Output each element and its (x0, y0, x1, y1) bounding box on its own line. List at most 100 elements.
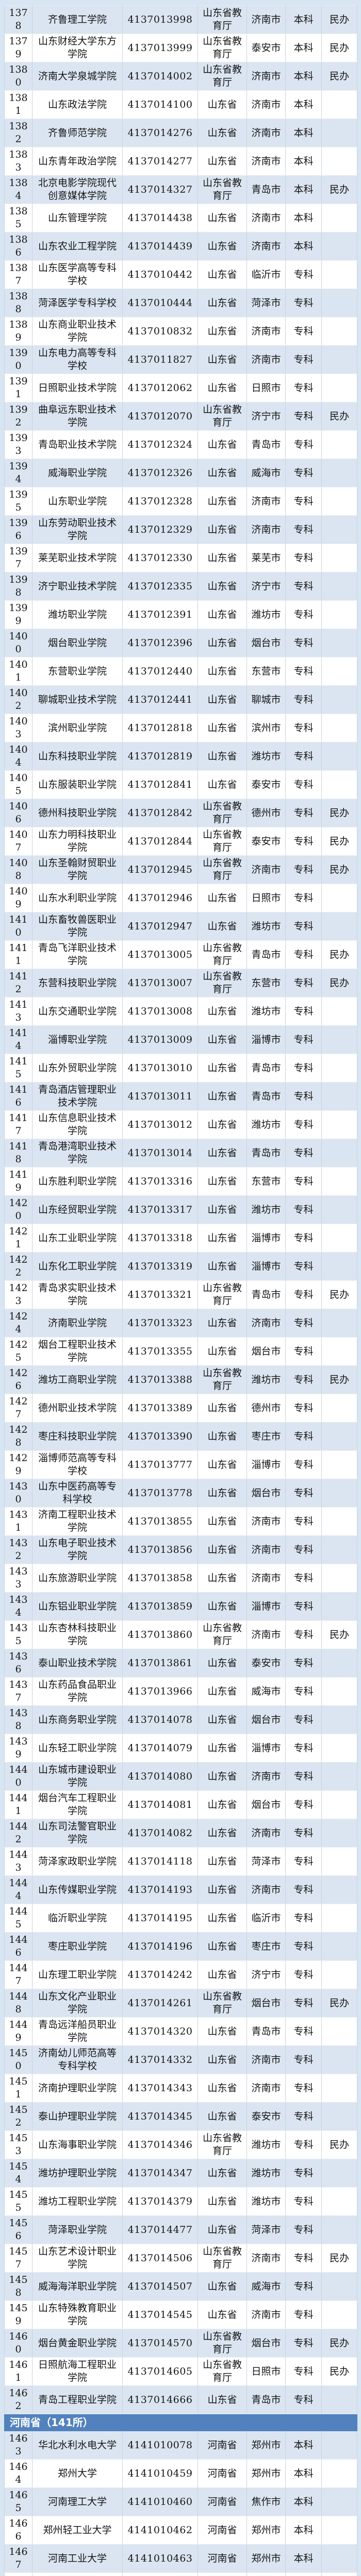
level: 专科 (285, 2130, 322, 2159)
authority: 山东省 (198, 1025, 247, 1054)
school-code: 4137013010 (122, 1054, 198, 1082)
school-code: 4137012062 (122, 374, 198, 402)
authority: 山东省 (198, 2385, 247, 2414)
table-row: 1449 青岛远洋船员职业学院 4137014320 山东省 青岛市 专科 (4, 2017, 357, 2046)
school-name: 山东海事职业学院 (32, 2130, 123, 2159)
level: 本科 (285, 2459, 322, 2488)
note (321, 1875, 357, 1904)
level: 专科 (285, 515, 322, 544)
level: 专科 (285, 2357, 322, 2386)
level: 专科 (285, 2102, 322, 2131)
note (321, 770, 357, 799)
level: 专科 (285, 2159, 322, 2188)
note (321, 2516, 357, 2545)
note (321, 1649, 357, 1677)
authority: 山东省 (198, 742, 247, 771)
school-code: 4137012946 (122, 884, 198, 912)
row-number: 1433 (4, 1564, 32, 1592)
row-number: 1445 (4, 1904, 32, 1933)
city: 郑州市 (247, 2516, 286, 2545)
city: 青岛市 (247, 1280, 286, 1309)
level: 专科 (285, 345, 322, 374)
school-name: 山东政法学院 (32, 90, 123, 119)
city: 济南市 (247, 855, 286, 884)
table-row: 1432 山东电子职业技术学院 4137013856 山东省 济南市 专科 (4, 1535, 357, 1564)
authority: 山东省 (198, 1677, 247, 1706)
school-code: 4137014343 (122, 2074, 198, 2103)
school-code: 4137014439 (122, 232, 198, 261)
note (321, 2272, 357, 2301)
row-number: 1382 (4, 118, 32, 147)
note (321, 997, 357, 1026)
school-code: 4137014100 (122, 90, 198, 119)
authority: 山东省 (198, 544, 247, 572)
note: 民办 (321, 5, 357, 34)
city: 烟台市 (247, 1989, 286, 2018)
authority: 山东省 (198, 289, 247, 317)
row-number: 1380 (4, 62, 32, 91)
table-row: 1442 山东司法警官职业学院 4137014082 山东省 济南市 专科 (4, 1819, 357, 1848)
authority: 山东省 (198, 1734, 247, 1762)
school-code: 4137012819 (122, 742, 198, 771)
city: 潍坊市 (247, 742, 286, 771)
table-row: 1425 烟台工程职业技术学院 4137013355 山东省 烟台市 专科 (4, 1337, 357, 1366)
level: 专科 (285, 969, 322, 997)
school-code: 4137012441 (122, 685, 198, 714)
row-number: 1405 (4, 770, 32, 799)
authority: 山东省教育厅 (198, 5, 247, 34)
school-code: 4137013966 (122, 1677, 198, 1706)
row-number: 1378 (4, 5, 32, 34)
city: 济南市 (247, 317, 286, 346)
row-number: 1394 (4, 459, 32, 487)
school-name: 烟台工程职业技术学院 (32, 1337, 123, 1366)
city: 潍坊市 (247, 1110, 286, 1139)
level: 专科 (285, 1195, 322, 1224)
school-code: 4137013778 (122, 1479, 198, 1507)
row-number: 1392 (4, 402, 32, 431)
city: 青岛市 (247, 940, 286, 969)
authority: 山东省教育厅 (198, 175, 247, 204)
city: 淄博市 (247, 1592, 286, 1621)
authority: 山东省 (198, 2159, 247, 2188)
table-row: 1461 日照航海工程职业学院 4137014605 山东省教育厅 日照市 专科 民办 (4, 2357, 357, 2386)
authority: 山东省 (198, 1337, 247, 1366)
note (321, 600, 357, 629)
note (321, 742, 357, 771)
city: 烟台市 (247, 2329, 286, 2358)
row-number: 1435 (4, 1620, 32, 1649)
school-name: 山东外贸职业学院 (32, 1054, 123, 1082)
table-row: 1462 青岛工程职业学院 4137014666 山东省 青岛市 专科 (4, 2385, 357, 2414)
level: 本科 (285, 62, 322, 91)
school-code: 4137014332 (122, 2045, 198, 2074)
school-code: 4137012391 (122, 600, 198, 629)
authority: 山东省 (198, 1819, 247, 1848)
school-name: 山东信息职业技术学院 (32, 1110, 123, 1139)
level: 专科 (285, 1989, 322, 2018)
note (321, 147, 357, 176)
school-name: 济南职业学院 (32, 1309, 123, 1337)
table-row: 1396 山东劳动职业技术学院 4137012329 山东省 济南市 专科 (4, 515, 357, 544)
table-row: 1395 山东职业学院 4137012328 山东省 济南市 专科 (4, 487, 357, 516)
level: 专科 (285, 1819, 322, 1848)
row-number: 1446 (4, 1932, 32, 1961)
authority: 山东省 (198, 118, 247, 147)
school-name: 潍坊职业学院 (32, 600, 123, 629)
city: 枣庄市 (247, 1422, 286, 1451)
row-number: 1443 (4, 1847, 32, 1876)
school-name: 烟台汽车工程职业学院 (32, 1790, 123, 1819)
row-number: 1441 (4, 1790, 32, 1819)
level: 专科 (285, 1394, 322, 1422)
table-row: 1457 山东艺术设计职业学院 4137014506 山东省教育厅 济南市 专科 民办 (4, 2244, 357, 2273)
school-name: 德州职业技术学院 (32, 1394, 123, 1422)
row-number: 1439 (4, 1734, 32, 1762)
level: 专科 (285, 742, 322, 771)
table-row: 1410 山东畜牧兽医职业学院 4137012947 山东省 潍坊市 专科 (4, 912, 357, 941)
school-code: 4137014347 (122, 2159, 198, 2188)
row-number: 1390 (4, 345, 32, 374)
row-number: 1429 (4, 1450, 32, 1479)
row-number: 1465 (4, 2487, 32, 2516)
school-code: 4137013319 (122, 1252, 198, 1281)
school-code: 4141010078 (122, 2431, 198, 2460)
level: 专科 (285, 657, 322, 686)
school-name: 山东化工职业学院 (32, 1252, 123, 1281)
